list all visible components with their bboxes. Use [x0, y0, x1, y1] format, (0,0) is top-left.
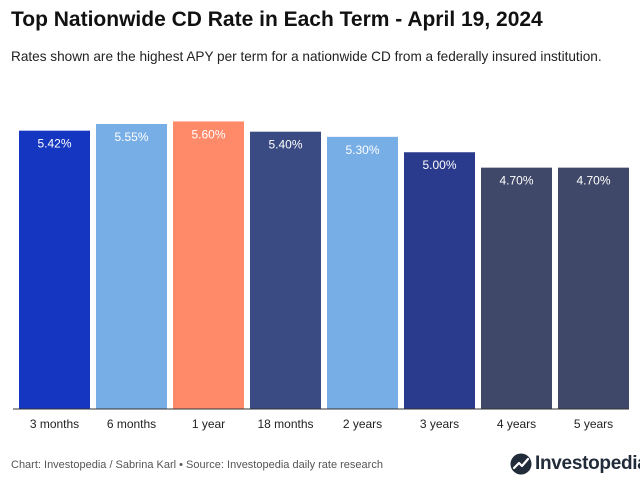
bar-4-years	[481, 167, 552, 409]
x-tick-label: 1 year	[192, 417, 225, 431]
investopedia-logo-icon	[510, 453, 532, 475]
bar-1-year	[173, 121, 244, 409]
bar-value-label: 4.70%	[576, 174, 610, 188]
x-tick-label: 2 years	[343, 417, 382, 431]
bar-3-months	[19, 130, 90, 410]
chart-subtitle: Rates shown are the highest APY per term…	[11, 49, 602, 64]
chart-source-note: Chart: Investopedia / Sabrina Karl • Sou…	[11, 459, 383, 471]
bar-6-months	[96, 124, 167, 409]
chart-title: Top Nationwide CD Rate in Each Term - Ap…	[11, 8, 543, 31]
bar-5-years	[558, 167, 629, 409]
bar-2-years	[327, 136, 398, 410]
bar-chart: 5.42% 5.55% 5.60% 5.40% 5.30% 5.00% 4.70% 4.70%…	[13, 121, 629, 431]
x-tick-labels: 3 months 6 months 1 year 18 months 2 years 3 …	[30, 417, 613, 431]
bar-value-label: 5.30%	[345, 143, 379, 157]
investopedia-logo-text: Investopedia	[535, 453, 640, 474]
bars-group: 5.42% 5.55% 5.60% 5.40% 5.30% 5.00% 4.70% 4.70%	[19, 121, 629, 410]
bar-18-months	[250, 131, 321, 409]
bar-value-label: 5.55%	[114, 130, 148, 144]
x-tick-label: 6 months	[107, 417, 156, 431]
bar-value-label: 5.00%	[422, 158, 456, 172]
x-tick-label: 3 years	[420, 417, 459, 431]
bar-3-years	[404, 152, 475, 410]
x-tick-label: 4 years	[497, 417, 536, 431]
investopedia-logo: Investopedia	[510, 451, 640, 477]
bar-value-label: 5.40%	[268, 138, 302, 152]
bar-value-label: 5.42%	[37, 137, 71, 151]
x-tick-label: 3 months	[30, 417, 79, 431]
x-tick-label: 18 months	[257, 417, 313, 431]
x-tick-label: 5 years	[574, 417, 613, 431]
bar-value-label: 5.60%	[191, 127, 225, 141]
bar-value-label: 4.70%	[499, 174, 533, 188]
